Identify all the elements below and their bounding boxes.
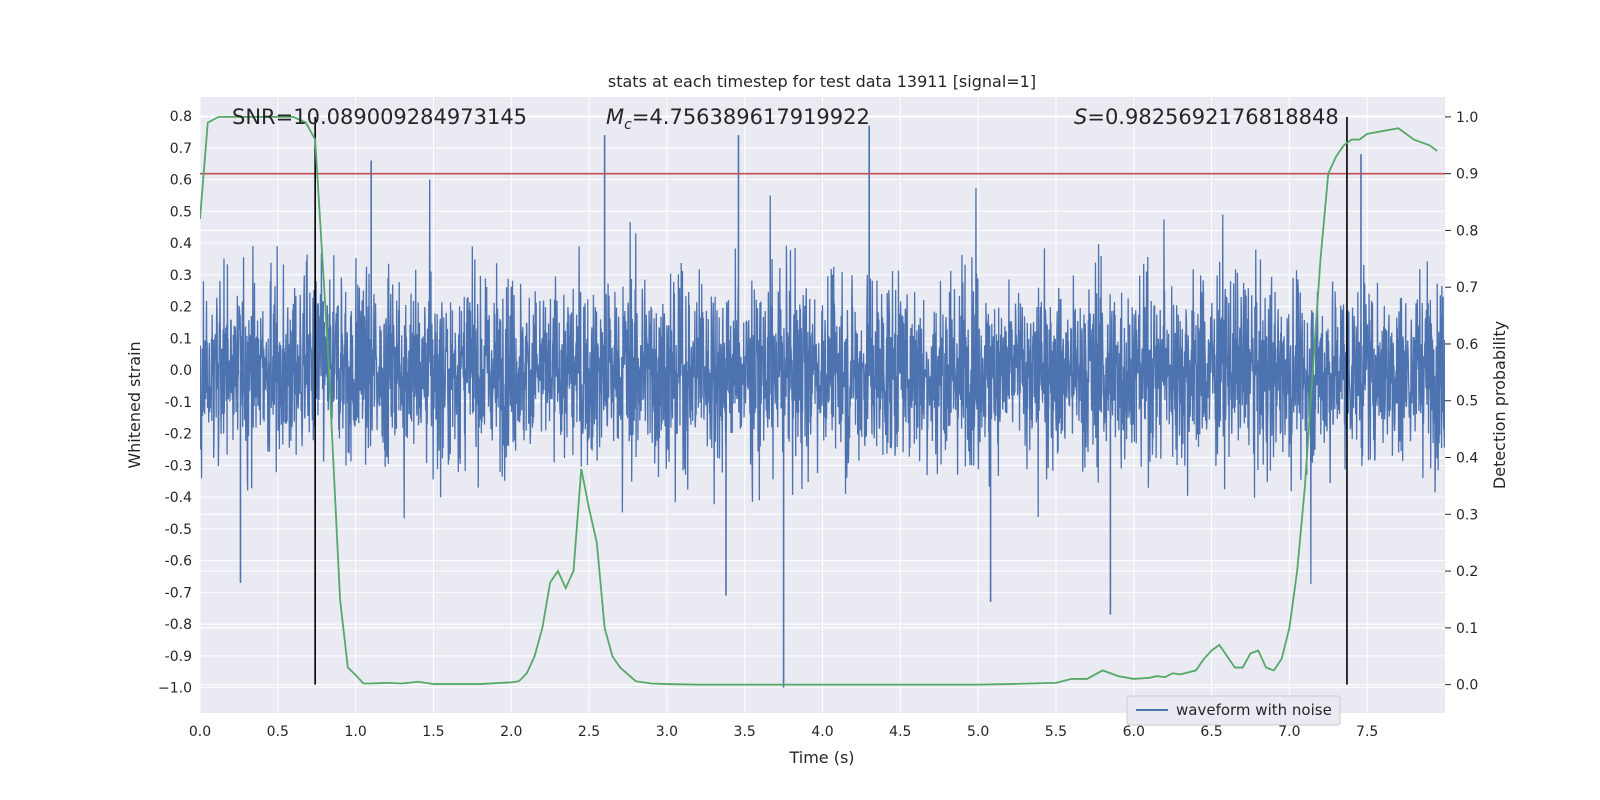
- x-tick-label: 4.0: [811, 724, 833, 740]
- chirp-mass-annotation: Mc=4.756389617919922: [606, 105, 870, 133]
- legend: waveform with noise: [1126, 695, 1341, 726]
- y-tick-label: -0.8: [165, 617, 192, 633]
- right-tick-label: 0.7: [1456, 280, 1478, 296]
- x-tick-label: 5.5: [1045, 724, 1067, 740]
- y-tick-label: -0.7: [165, 585, 192, 601]
- y-axis-ticks: 0.8 0.7 0.6 0.5 0.4 0.3 0.2 0.1 0.0 -0.1 -0.2 -0.3 -…: [158, 109, 192, 697]
- x-tick-label: 1.0: [344, 724, 366, 740]
- x-axis-label: Time (s): [788, 748, 854, 767]
- y-tick-label: 0.2: [170, 300, 192, 316]
- right-axis-label: Detection probability: [1490, 321, 1509, 489]
- x-tick-label: 5.0: [967, 724, 989, 740]
- x-tick-label: 0.0: [189, 724, 211, 740]
- legend-box: [1126, 695, 1341, 726]
- x-tick-label: 7.5: [1356, 724, 1378, 740]
- x-tick-label: 6.0: [1123, 724, 1145, 740]
- probability-line: [200, 115, 1438, 686]
- y-tick-label: 0.1: [170, 331, 192, 347]
- right-tick-label: 0.2: [1456, 564, 1478, 580]
- score-value: =0.9825692176818848: [1087, 105, 1338, 129]
- chirp-mass-symbol: M: [606, 105, 624, 129]
- probability-series: [200, 115, 1438, 686]
- y-tick-label: -0.3: [165, 458, 192, 474]
- y-tick-label: 0.0: [170, 363, 192, 379]
- right-tick-label: 0.6: [1456, 337, 1478, 353]
- snr-annotation: SNR=10.089009284973145: [232, 105, 527, 129]
- y-tick-label: -0.5: [165, 522, 192, 538]
- grid-lines: [199, 97, 1445, 713]
- y-tick-label: 0.6: [170, 173, 192, 189]
- legend-label: waveform with noise: [1176, 701, 1332, 719]
- right-tick-label: 0.8: [1456, 223, 1478, 239]
- x-tick-label: 2.0: [500, 724, 522, 740]
- right-tick-label: 0.4: [1456, 451, 1478, 467]
- y-tick-label: 0.7: [170, 141, 192, 157]
- y-tick-label: -0.9: [165, 649, 192, 665]
- x-tick-label: 4.5: [889, 724, 911, 740]
- x-axis-ticks: 0.0 0.5 1.0 1.5 2.0 2.5 3.0 3.5 4.0 4.5 5.0 5.5 6.0 6…: [189, 724, 1378, 740]
- chirp-mass-value: =4.756389617919922: [632, 105, 870, 129]
- reference-lines: [200, 116, 1445, 685]
- score-annotation: S=0.9825692176818848: [1074, 105, 1339, 129]
- x-tick-label: 3.0: [656, 724, 678, 740]
- right-tick-label: 0.3: [1456, 507, 1478, 523]
- y-tick-label: 0.5: [170, 204, 192, 220]
- y-tick-label: 0.8: [170, 109, 192, 125]
- right-tick-label: 1.0: [1456, 110, 1478, 126]
- y-tick-label: -0.6: [165, 554, 192, 570]
- chirp-mass-subscript: c: [624, 117, 632, 133]
- right-axis-ticks: 1.0 0.9 0.8 0.7 0.6 0.5 0.4 0.3 0.2 0.1 0.0: [1445, 110, 1478, 694]
- y-axis-label: Whitened strain: [125, 341, 144, 468]
- waveform-series: [200, 125, 1445, 688]
- score-symbol: S: [1074, 105, 1087, 129]
- x-tick-label: 1.5: [422, 724, 444, 740]
- x-tick-label: 2.5: [578, 724, 600, 740]
- y-tick-label: -0.2: [165, 427, 192, 443]
- right-tick-label: 0.1: [1456, 621, 1478, 637]
- y-tick-label: -0.4: [165, 490, 192, 506]
- y-tick-label: -0.1: [165, 395, 192, 411]
- y-tick-label: 0.4: [170, 236, 192, 252]
- x-tick-label: 6.5: [1200, 724, 1222, 740]
- x-tick-label: 3.5: [734, 724, 756, 740]
- waveform-line: [200, 179, 1445, 584]
- y-tick-label: 0.3: [170, 268, 192, 284]
- x-tick-label: 0.5: [267, 724, 289, 740]
- right-tick-label: 0.0: [1456, 678, 1478, 694]
- x-tick-label: 7.0: [1278, 724, 1300, 740]
- y-tick-label: −1.0: [158, 681, 192, 697]
- right-tick-label: 0.9: [1456, 167, 1478, 183]
- chart-title: stats at each timestep for test data 139…: [608, 72, 1036, 91]
- right-tick-label: 0.5: [1456, 394, 1478, 410]
